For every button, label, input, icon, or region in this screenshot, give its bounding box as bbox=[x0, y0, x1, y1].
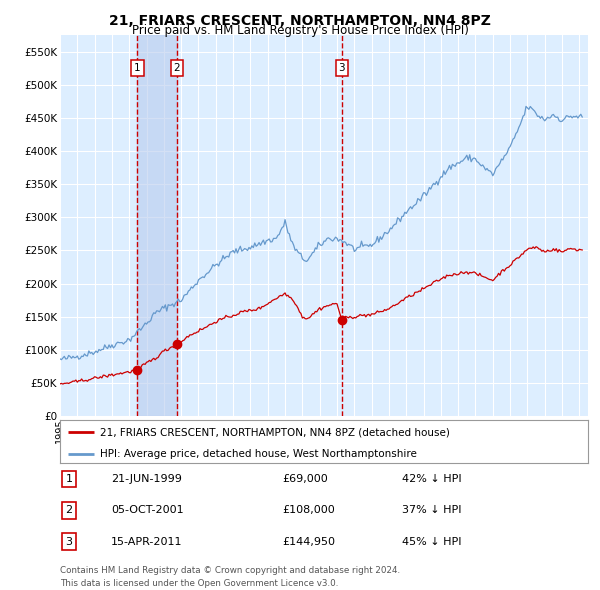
Text: £108,000: £108,000 bbox=[282, 506, 335, 515]
Text: Contains HM Land Registry data © Crown copyright and database right 2024.
This d: Contains HM Land Registry data © Crown c… bbox=[60, 566, 400, 588]
Text: 3: 3 bbox=[338, 63, 345, 73]
Text: 2: 2 bbox=[65, 506, 73, 515]
Text: Price paid vs. HM Land Registry's House Price Index (HPI): Price paid vs. HM Land Registry's House … bbox=[131, 24, 469, 37]
Text: HPI: Average price, detached house, West Northamptonshire: HPI: Average price, detached house, West… bbox=[100, 448, 416, 458]
Text: 2: 2 bbox=[173, 63, 180, 73]
Text: 42% ↓ HPI: 42% ↓ HPI bbox=[402, 474, 461, 484]
Text: 3: 3 bbox=[65, 537, 73, 546]
Bar bbox=[137, 35, 177, 416]
Text: £69,000: £69,000 bbox=[282, 474, 328, 484]
Text: 21, FRIARS CRESCENT, NORTHAMPTON, NN4 8PZ: 21, FRIARS CRESCENT, NORTHAMPTON, NN4 8P… bbox=[109, 14, 491, 28]
Text: 21, FRIARS CRESCENT, NORTHAMPTON, NN4 8PZ (detached house): 21, FRIARS CRESCENT, NORTHAMPTON, NN4 8P… bbox=[100, 427, 449, 437]
Text: 21-JUN-1999: 21-JUN-1999 bbox=[111, 474, 182, 484]
Text: 1: 1 bbox=[134, 63, 140, 73]
Text: £144,950: £144,950 bbox=[282, 537, 335, 546]
Text: 15-APR-2011: 15-APR-2011 bbox=[111, 537, 182, 546]
Text: 1: 1 bbox=[65, 474, 73, 484]
Text: 05-OCT-2001: 05-OCT-2001 bbox=[111, 506, 184, 515]
Text: 37% ↓ HPI: 37% ↓ HPI bbox=[402, 506, 461, 515]
Text: 45% ↓ HPI: 45% ↓ HPI bbox=[402, 537, 461, 546]
